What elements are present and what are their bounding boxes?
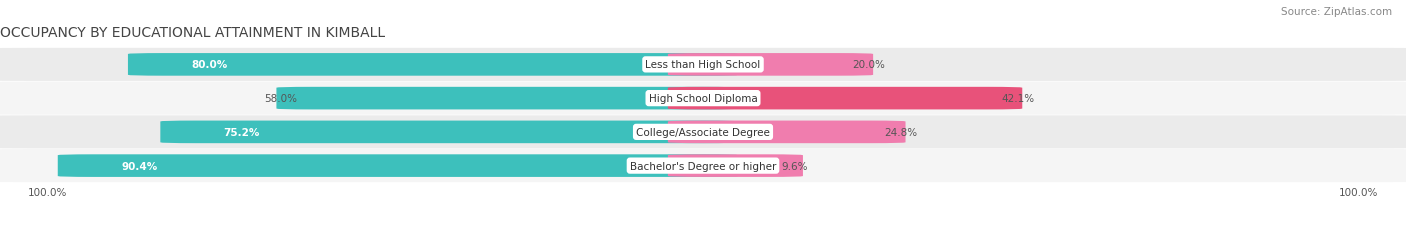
FancyBboxPatch shape: [128, 54, 738, 76]
FancyBboxPatch shape: [668, 88, 1022, 110]
FancyBboxPatch shape: [0, 82, 1406, 115]
Text: 20.0%: 20.0%: [852, 60, 884, 70]
Text: 100.0%: 100.0%: [1339, 187, 1378, 197]
Text: 75.2%: 75.2%: [224, 127, 260, 137]
Text: Bachelor's Degree or higher: Bachelor's Degree or higher: [630, 161, 776, 171]
FancyBboxPatch shape: [277, 88, 738, 110]
Text: Less than High School: Less than High School: [645, 60, 761, 70]
FancyBboxPatch shape: [668, 54, 873, 76]
Text: Source: ZipAtlas.com: Source: ZipAtlas.com: [1281, 7, 1392, 17]
FancyBboxPatch shape: [668, 155, 803, 177]
Text: 100.0%: 100.0%: [28, 187, 67, 197]
FancyBboxPatch shape: [668, 121, 905, 143]
FancyBboxPatch shape: [0, 116, 1406, 149]
Text: 9.6%: 9.6%: [782, 161, 808, 171]
Text: 90.4%: 90.4%: [121, 161, 157, 171]
FancyBboxPatch shape: [160, 121, 738, 143]
Text: College/Associate Degree: College/Associate Degree: [636, 127, 770, 137]
FancyBboxPatch shape: [58, 155, 738, 177]
Text: High School Diploma: High School Diploma: [648, 94, 758, 104]
Text: 24.8%: 24.8%: [884, 127, 918, 137]
FancyBboxPatch shape: [0, 149, 1406, 182]
Text: 80.0%: 80.0%: [191, 60, 228, 70]
Text: OCCUPANCY BY EDUCATIONAL ATTAINMENT IN KIMBALL: OCCUPANCY BY EDUCATIONAL ATTAINMENT IN K…: [0, 26, 385, 40]
Text: 58.0%: 58.0%: [264, 94, 298, 104]
Text: 42.1%: 42.1%: [1001, 94, 1035, 104]
FancyBboxPatch shape: [0, 49, 1406, 82]
